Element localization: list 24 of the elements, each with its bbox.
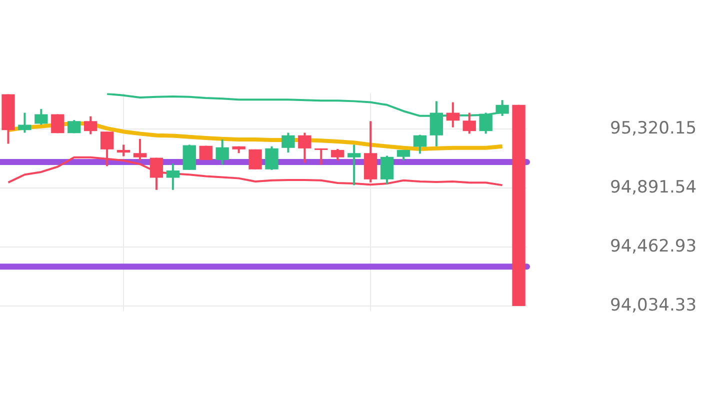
candlestick bbox=[413, 134, 427, 155]
candlestick bbox=[133, 138, 147, 162]
candlestick bbox=[248, 148, 262, 170]
candlestick bbox=[462, 112, 476, 135]
candlestick bbox=[34, 108, 48, 126]
candlestick bbox=[314, 147, 328, 166]
candlestick bbox=[116, 144, 130, 158]
candlestick bbox=[216, 138, 229, 166]
candlestick bbox=[298, 132, 312, 164]
candlestick bbox=[380, 154, 394, 186]
candlestick bbox=[347, 144, 361, 186]
y-tick-label: 94,891.54 bbox=[610, 177, 697, 198]
y-tick-label: 94,034.33 bbox=[610, 295, 697, 316]
candlestick bbox=[265, 145, 278, 171]
candlestick bbox=[446, 101, 460, 128]
candlestick bbox=[331, 148, 344, 162]
y-tick-label: 95,320.15 bbox=[610, 118, 697, 138]
candlestick bbox=[84, 115, 98, 136]
candlestick bbox=[166, 162, 180, 191]
candlestick bbox=[199, 144, 212, 161]
candlestick bbox=[68, 119, 81, 134]
y-tick-label: 94,462.93 bbox=[610, 236, 697, 256]
candlestick bbox=[282, 132, 295, 154]
candlestick bbox=[18, 112, 32, 134]
